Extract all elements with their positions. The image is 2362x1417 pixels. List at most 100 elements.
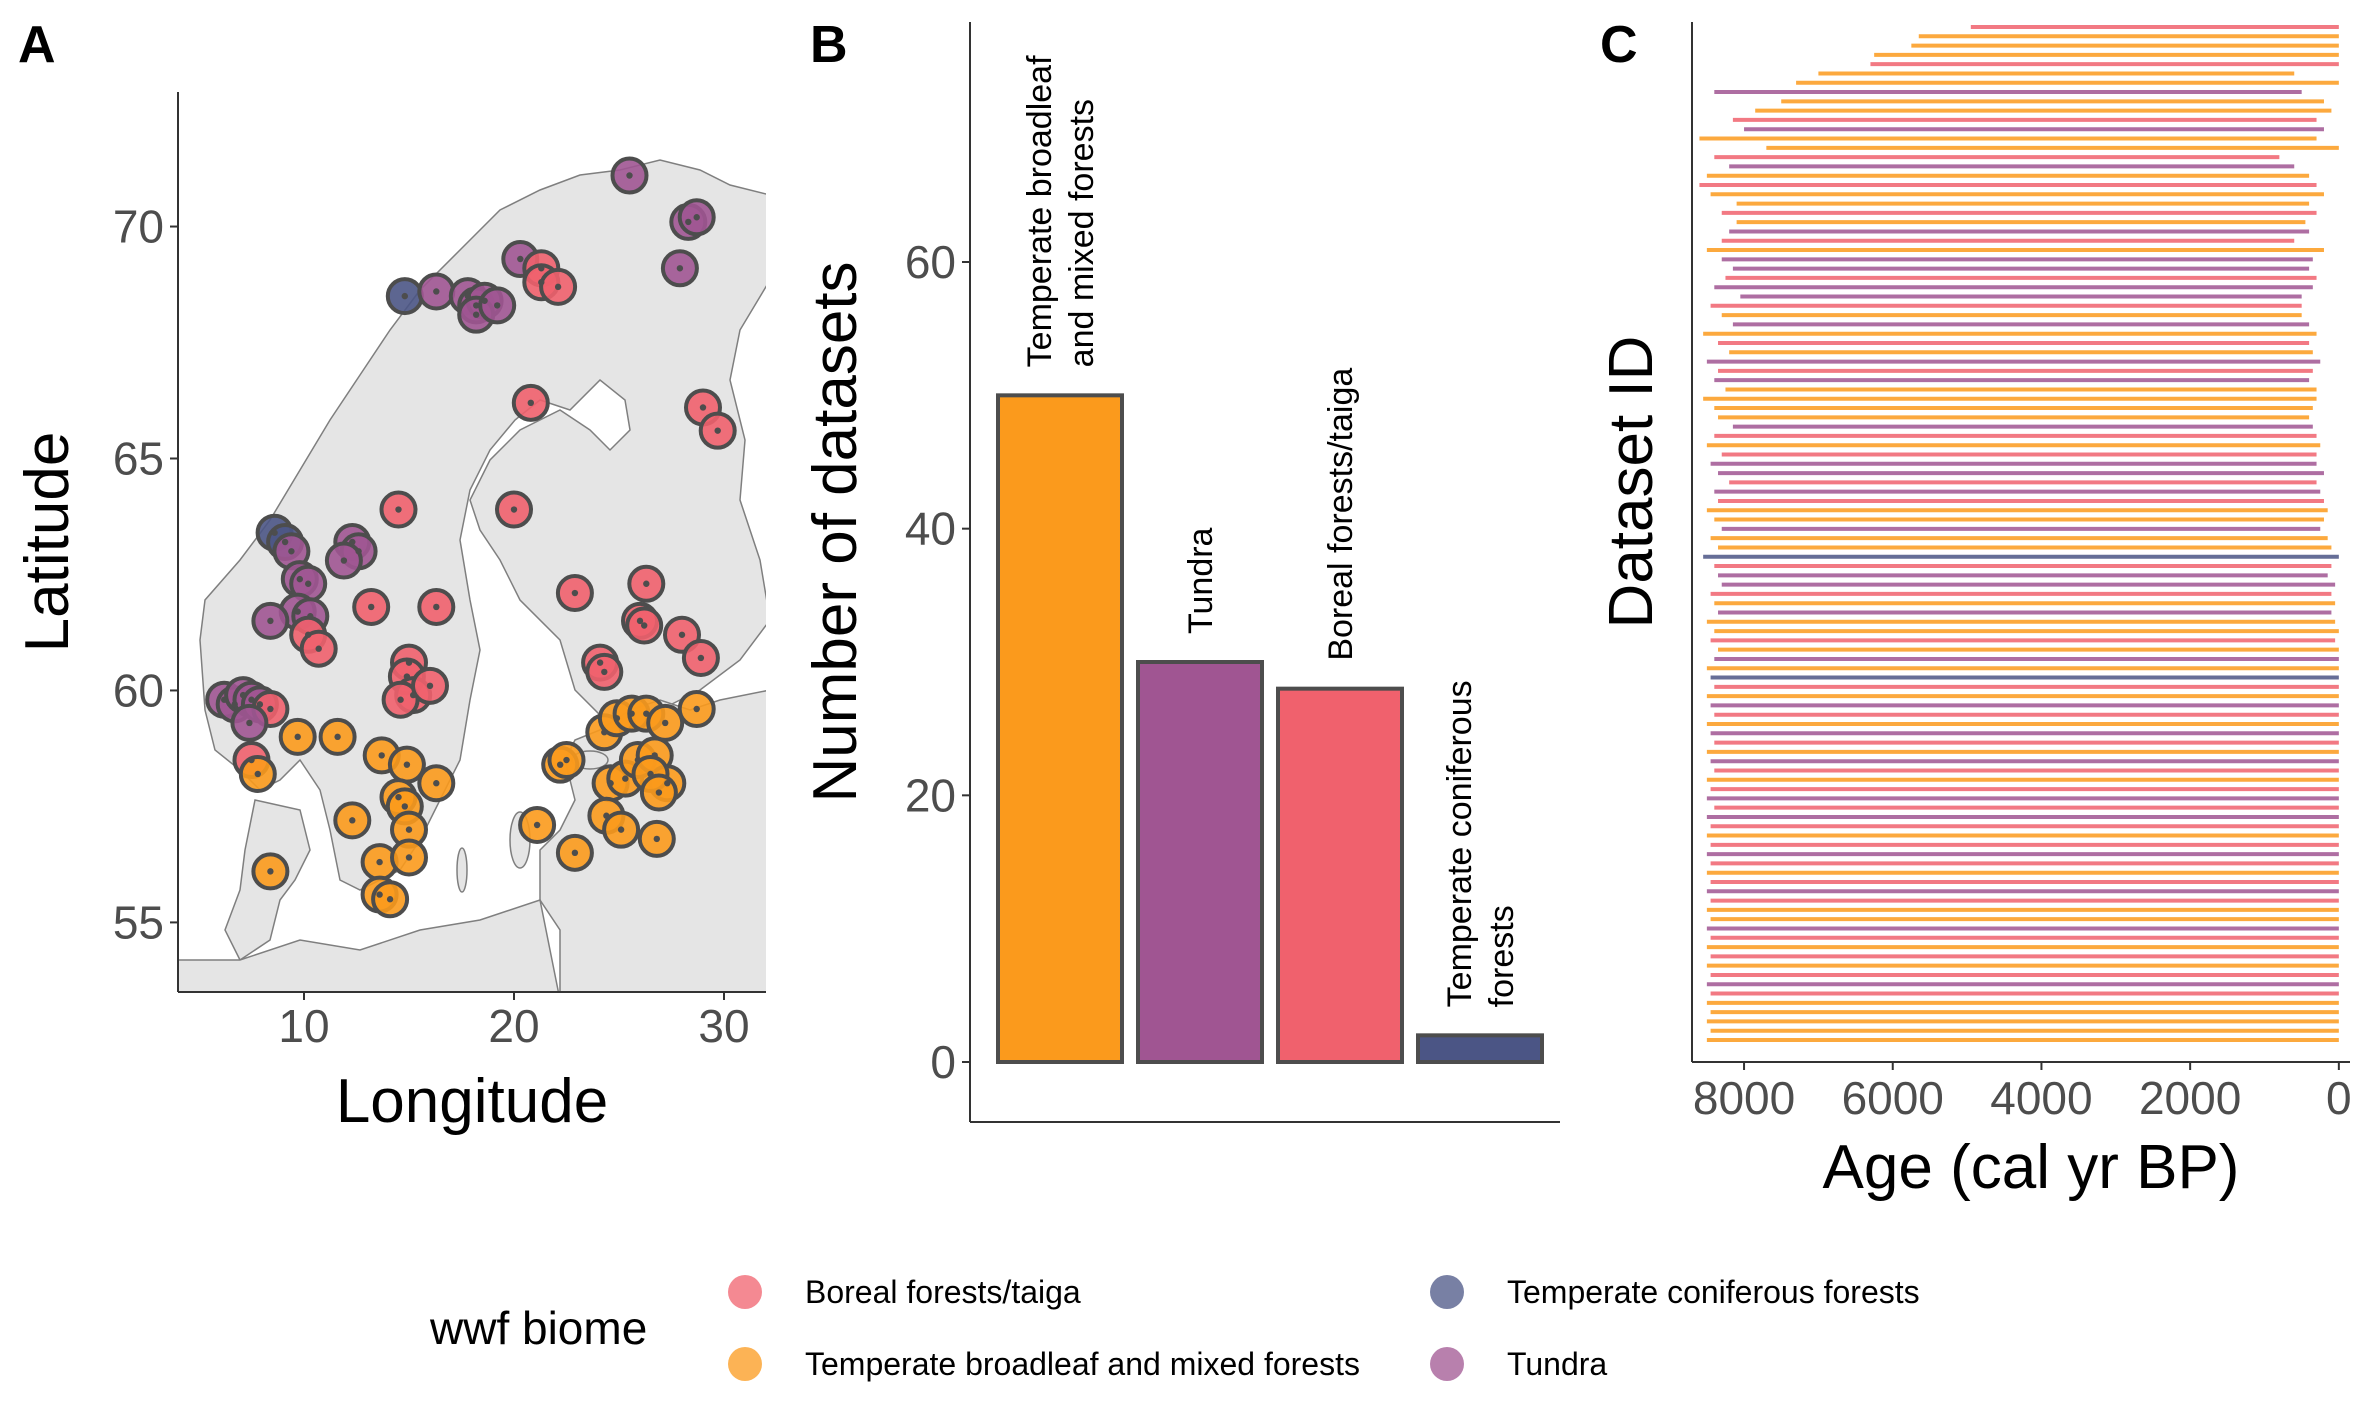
bar-label: and mixed forests — [1063, 99, 1101, 367]
bar-y-tick-label: 40 — [905, 503, 956, 555]
bar — [996, 393, 1124, 1065]
site-dot — [636, 617, 644, 625]
site-dot — [557, 761, 564, 768]
site-dot — [294, 733, 301, 741]
segment-x-tick-label: 6000 — [1842, 1072, 1944, 1124]
site-dot — [473, 302, 480, 309]
site-dot — [538, 279, 545, 286]
site-dot — [662, 719, 669, 727]
site-dot — [643, 580, 650, 587]
bar — [1276, 686, 1404, 1065]
bar-label: Boreal forests/taiga — [1322, 368, 1360, 661]
site-dot — [305, 631, 312, 638]
site-dot — [641, 622, 648, 629]
site-dot — [349, 538, 356, 546]
panel-a-map: 55 60 65 70 10 20 30 Longitude Latitude — [13, 92, 766, 1136]
bar — [1416, 1033, 1544, 1065]
site-dot — [464, 292, 471, 300]
site-dot — [634, 756, 642, 764]
site-dot — [305, 580, 312, 587]
site-dot — [494, 302, 501, 309]
site-dot — [405, 659, 413, 666]
legend-swatch — [1430, 1275, 1464, 1309]
site-dot — [699, 404, 707, 411]
legend: wwf biome Boreal forests/taiga Temperate … — [429, 1274, 1920, 1382]
segment-y-axis-title: Dataset ID — [1597, 336, 1666, 629]
site-dot — [368, 603, 375, 611]
site-dot — [571, 589, 579, 597]
panel-label-b: B — [810, 16, 848, 74]
land-central-europe — [178, 899, 560, 992]
site-dot — [376, 891, 383, 898]
site-dot — [433, 780, 440, 787]
map-x-tick-label: 10 — [278, 1000, 329, 1052]
site-dot — [248, 756, 255, 764]
segment-x-tick-label: 8000 — [1693, 1072, 1795, 1124]
legend-title: wwf biome — [429, 1302, 647, 1354]
map-y-tick-label: 70 — [113, 201, 164, 253]
segment-axes: 8000 6000 4000 2000 0 — [1691, 22, 2352, 1124]
site-dot — [510, 506, 518, 513]
site-dot — [246, 719, 253, 727]
site-dot — [239, 691, 247, 699]
site-dot — [571, 849, 579, 857]
site-dot — [613, 715, 621, 722]
site-dot — [403, 673, 411, 680]
site-dot — [315, 645, 322, 652]
site-dot — [405, 826, 413, 833]
site-dot — [395, 506, 402, 513]
site-dot — [563, 756, 570, 764]
bar-axes: 0 20 40 60 — [905, 22, 1560, 1123]
site-dot — [538, 265, 545, 272]
legend-swatch — [728, 1275, 762, 1309]
site-dot — [693, 705, 700, 713]
map-y-tick-label: 65 — [113, 432, 164, 484]
site-dot — [426, 682, 434, 690]
site-dot — [603, 812, 610, 819]
bar-y-tick-label: 20 — [905, 769, 956, 821]
site-dot — [601, 729, 608, 736]
bar-label: Temperate coniferous — [1441, 680, 1479, 1007]
panel-label-c: C — [1600, 16, 1638, 74]
bar-label: forests — [1483, 905, 1521, 1007]
legend-label: Tundra — [1507, 1346, 1607, 1382]
site-dot — [601, 668, 608, 676]
site-dot — [267, 705, 274, 713]
segments — [1699, 25, 2339, 1042]
site-dot — [403, 761, 411, 768]
map-y-tick-label: 60 — [113, 664, 164, 716]
site-dot — [433, 603, 440, 611]
site-dot — [378, 752, 385, 759]
site-dot — [296, 575, 303, 583]
site-dot — [307, 613, 314, 620]
site-dot — [617, 826, 625, 833]
site-dot — [697, 654, 705, 662]
map-x-axis-title: Longitude — [336, 1067, 608, 1136]
site-dot — [433, 288, 440, 295]
site-dot — [693, 214, 700, 221]
map-x-tick-label: 30 — [698, 1000, 749, 1052]
site-dot — [405, 854, 413, 861]
site-dot — [596, 659, 604, 666]
legend-items: Boreal forests/taiga Temperate coniferous… — [728, 1274, 1920, 1382]
site-dot — [340, 557, 348, 564]
panel-c-age-ranges: 8000 6000 4000 2000 0 Age (cal yr BP) Datase… — [1597, 22, 2352, 1202]
site-dot — [554, 283, 562, 291]
site-dot — [607, 780, 614, 787]
legend-swatch — [1430, 1347, 1464, 1381]
site-dot — [221, 696, 228, 703]
site-dot — [386, 896, 394, 903]
land-oland — [456, 847, 468, 893]
site-dot — [527, 399, 534, 407]
site-dot — [517, 255, 524, 263]
site-dot — [281, 538, 289, 546]
site-dot — [401, 292, 408, 300]
bar-y-tick-label: 60 — [905, 236, 956, 288]
legend-swatch — [728, 1347, 762, 1381]
site-dot — [349, 817, 356, 824]
site-dot — [653, 835, 660, 843]
bar-label: Temperate broadleaf — [1021, 55, 1059, 367]
site-dot — [397, 696, 404, 703]
site-dot — [626, 172, 633, 179]
